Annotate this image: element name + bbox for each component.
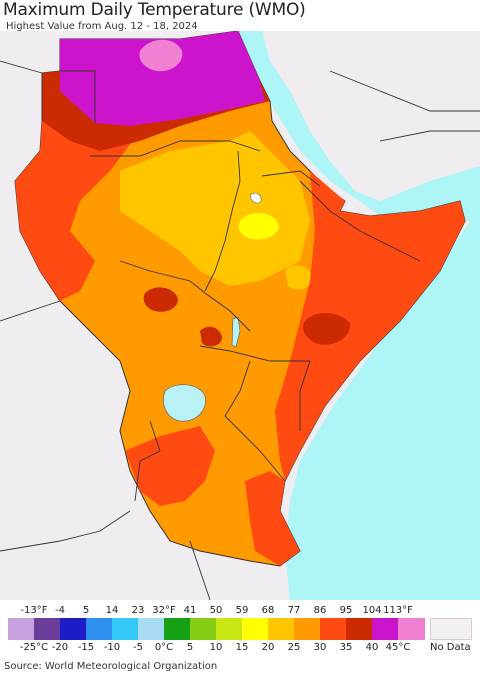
celsius-tick: 35 xyxy=(339,642,353,653)
fahrenheit-tick: 86 xyxy=(313,605,327,616)
celsius-tick: -25°C xyxy=(19,642,49,653)
fahrenheit-tick: 104 xyxy=(362,605,382,616)
zone-20c-ethiopia xyxy=(238,212,279,240)
celsius-tick: 30 xyxy=(313,642,327,653)
fahrenheit-tick: 5 xyxy=(82,605,90,616)
legend-swatch xyxy=(112,618,139,640)
no-data-label: No Data xyxy=(430,642,471,653)
temperature-map xyxy=(0,31,480,600)
zone-25c-spot xyxy=(285,265,312,290)
celsius-tick: 15 xyxy=(235,642,249,653)
fahrenheit-tick: -13°F xyxy=(20,605,48,616)
celsius-tick: 45°C xyxy=(385,642,411,653)
zone-40c-uganda-spot xyxy=(143,287,178,312)
legend-swatch xyxy=(60,618,87,640)
legend-swatch xyxy=(268,618,295,640)
lake-turkana xyxy=(231,316,241,348)
celsius-tick: -5 xyxy=(133,642,143,653)
celsius-tick: 40 xyxy=(365,642,379,653)
legend: No Data -13°F -4 5 14 23 32°F 41 50 59 68 77 86 95 10… xyxy=(0,601,480,661)
legend-swatch xyxy=(216,618,243,640)
celsius-tick: -10 xyxy=(103,642,121,653)
legend-swatch xyxy=(242,618,269,640)
legend-swatch xyxy=(164,618,191,640)
zone-35c-somalia xyxy=(275,171,465,481)
no-data-swatch xyxy=(430,618,472,640)
fahrenheit-tick: 32°F xyxy=(152,605,176,616)
legend-swatch xyxy=(294,618,321,640)
celsius-tick: 25 xyxy=(287,642,301,653)
legend-swatch xyxy=(190,618,217,640)
legend-swatch xyxy=(372,618,399,640)
legend-swatch xyxy=(346,618,373,640)
fahrenheit-tick: 14 xyxy=(105,605,119,616)
fahrenheit-tick: 50 xyxy=(209,605,223,616)
lake-tana xyxy=(249,192,262,204)
legend-swatch xyxy=(138,618,165,640)
zone-40c-sudan-spot xyxy=(200,326,222,347)
source-credit: Source: World Meteorological Organizatio… xyxy=(4,661,218,672)
celsius-tick: 10 xyxy=(209,642,223,653)
map-subtitle: Highest Value from Aug. 12 - 18, 2024 xyxy=(6,21,198,32)
zone-25c-central xyxy=(120,131,310,286)
zone-45c-north xyxy=(60,31,265,126)
fahrenheit-tick: 68 xyxy=(261,605,275,616)
zone-45c-hot-core xyxy=(139,39,183,72)
legend-swatch xyxy=(320,618,347,640)
zone-35c-tanzania-west xyxy=(125,426,215,506)
outer-borders xyxy=(0,60,480,600)
zone-40c-somalia-core xyxy=(303,312,351,345)
fahrenheit-tick: 59 xyxy=(235,605,249,616)
fahrenheit-tick: 23 xyxy=(131,605,145,616)
fahrenheit-tick: 77 xyxy=(287,605,301,616)
arabia-land xyxy=(262,31,480,201)
fahrenheit-tick: 95 xyxy=(339,605,353,616)
lake-victoria xyxy=(163,384,206,422)
legend-swatch xyxy=(34,618,61,640)
legend-swatch xyxy=(398,618,425,640)
fahrenheit-tick: -4 xyxy=(55,605,65,616)
country-borders xyxy=(41,70,421,502)
legend-swatch xyxy=(86,618,113,640)
zone-35c-tanzania-coast xyxy=(245,471,300,566)
fahrenheit-tick: 113°F xyxy=(383,605,413,616)
celsius-tick: 5 xyxy=(186,642,194,653)
celsius-tick: -15 xyxy=(77,642,95,653)
fahrenheit-tick: 41 xyxy=(183,605,197,616)
celsius-tick: 20 xyxy=(261,642,275,653)
legend-swatch xyxy=(8,618,35,640)
celsius-tick: -20 xyxy=(51,642,69,653)
celsius-tick: 0°C xyxy=(154,642,174,653)
map-title: Maximum Daily Temperature (WMO) xyxy=(3,0,306,20)
